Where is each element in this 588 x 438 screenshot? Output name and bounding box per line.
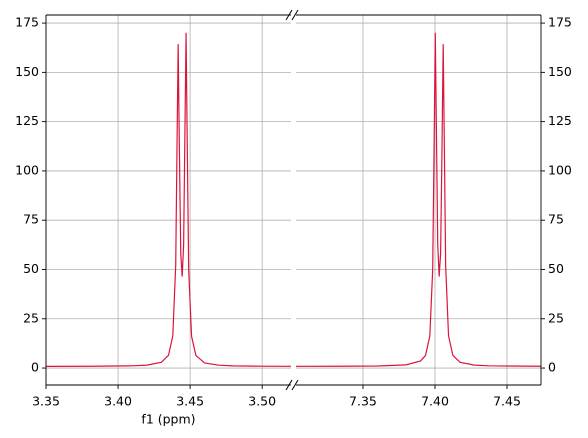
y-tick-label: 25 bbox=[548, 310, 564, 325]
x-tick-label: 7.35 bbox=[349, 394, 377, 409]
x-tick-label: 3.35 bbox=[32, 394, 60, 409]
y-tick-label: 150 bbox=[548, 64, 572, 79]
y-tick-label: 125 bbox=[548, 113, 572, 128]
y-tick-label: 25 bbox=[23, 310, 39, 325]
axis-spine bbox=[45, 14, 291, 386]
spectrum-line bbox=[45, 32, 292, 367]
axis-spine bbox=[296, 14, 542, 386]
x-tick-label: 3.45 bbox=[176, 394, 204, 409]
spectrum-line bbox=[295, 32, 542, 367]
y-tick-label: 175 bbox=[548, 15, 572, 30]
y-tick-label: 125 bbox=[15, 113, 39, 128]
y-tick-label: 0 bbox=[548, 360, 556, 375]
y-tick-label: 75 bbox=[23, 212, 39, 227]
x-tick-label: 7.40 bbox=[421, 394, 449, 409]
y-tick-label: 50 bbox=[548, 261, 564, 276]
y-tick-label: 0 bbox=[31, 360, 39, 375]
x-tick-label: 3.40 bbox=[104, 394, 132, 409]
axis-break bbox=[285, 9, 299, 391]
y-tick-label: 100 bbox=[15, 162, 39, 177]
y-tick-label: 175 bbox=[15, 15, 39, 30]
y-tick-label: 100 bbox=[548, 162, 572, 177]
x-tick-label: 3.50 bbox=[248, 394, 276, 409]
y-tick-label: 75 bbox=[548, 212, 564, 227]
x-tick-label: 7.45 bbox=[493, 394, 521, 409]
x-axis-label: f1 (ppm) bbox=[141, 412, 195, 427]
y-tick-label: 150 bbox=[15, 64, 39, 79]
y-tick-label: 50 bbox=[23, 261, 39, 276]
